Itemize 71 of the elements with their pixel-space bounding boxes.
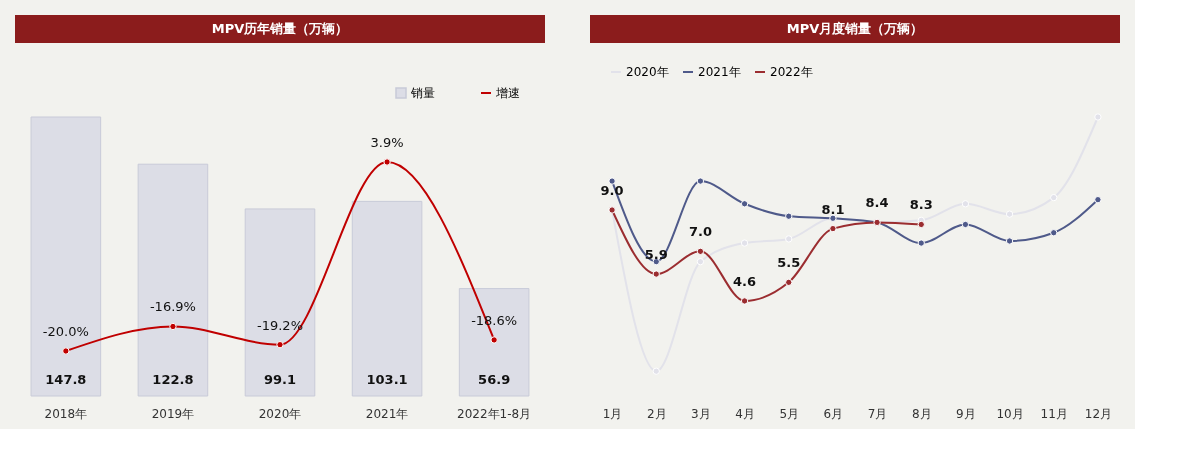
point xyxy=(696,177,705,185)
bar xyxy=(30,116,102,397)
point xyxy=(696,258,705,266)
point xyxy=(608,177,616,185)
x-tick-label: 8月 xyxy=(911,406,932,421)
data-label: 147.8 xyxy=(45,372,87,387)
point xyxy=(961,220,970,229)
point xyxy=(740,200,749,208)
x-tick-label: 1月 xyxy=(602,406,623,421)
data-label: 56.9 xyxy=(478,372,511,387)
legend-label: 2020年 xyxy=(626,65,669,79)
point xyxy=(785,278,793,286)
data-label: 8.3 xyxy=(909,197,933,213)
x-tick-label: 2022年1-8月 xyxy=(457,406,532,421)
legend-label: 销量 xyxy=(410,86,435,100)
point xyxy=(829,224,837,233)
point xyxy=(740,297,749,305)
chart-title: MPV月度销量（万辆） xyxy=(786,21,924,36)
bar xyxy=(458,288,530,397)
point xyxy=(652,270,660,278)
chart-title: MPV历年销量（万辆） xyxy=(211,21,349,36)
point xyxy=(1005,210,1014,218)
x-tick-label: 3月 xyxy=(691,406,711,421)
point xyxy=(1050,229,1058,237)
data-label: 5.5 xyxy=(777,255,801,271)
point xyxy=(785,235,793,243)
bar xyxy=(244,208,316,397)
x-tick-label: 2月 xyxy=(646,406,667,421)
point xyxy=(1094,196,1102,204)
point xyxy=(917,220,925,229)
legend-label: 增速 xyxy=(495,86,520,100)
point xyxy=(490,336,498,344)
legend-label: 2021年 xyxy=(698,65,741,79)
point xyxy=(696,247,705,255)
x-tick-label: 2021年 xyxy=(365,406,409,421)
bar xyxy=(351,200,423,397)
data-label: -16.9% xyxy=(149,299,196,315)
data-label: 7.0 xyxy=(688,224,712,240)
x-tick-label: 4月 xyxy=(735,406,755,421)
legend-label: 2022年 xyxy=(770,65,813,79)
point xyxy=(1005,237,1014,245)
x-tick-label: 2020年 xyxy=(258,406,302,421)
point xyxy=(1094,113,1102,121)
point xyxy=(169,322,177,331)
data-label: 4.6 xyxy=(733,273,757,289)
data-label: 103.1 xyxy=(366,372,408,387)
x-tick-label: 10月 xyxy=(996,406,1024,421)
data-label: 99.1 xyxy=(263,372,297,387)
point xyxy=(1050,193,1058,202)
x-tick-label: 12月 xyxy=(1084,406,1113,421)
point xyxy=(961,200,970,208)
x-tick-label: 6月 xyxy=(823,406,844,421)
x-tick-label: 11月 xyxy=(1040,406,1068,421)
x-tick-label: 2018年 xyxy=(44,406,88,421)
point xyxy=(740,239,749,247)
data-label: 8.1 xyxy=(821,201,845,217)
point xyxy=(383,158,391,166)
x-tick-label: 9月 xyxy=(956,406,976,421)
x-tick-label: 7月 xyxy=(867,406,888,421)
point xyxy=(652,367,660,375)
point xyxy=(917,239,925,247)
data-label: 122.8 xyxy=(152,372,194,387)
x-tick-label: 2019年 xyxy=(151,406,195,421)
data-label: -20.0% xyxy=(42,324,89,339)
point xyxy=(62,347,70,355)
data-label: 3.9% xyxy=(370,135,404,150)
point xyxy=(276,341,284,349)
data-label: 8.4 xyxy=(865,195,889,211)
bar xyxy=(137,163,209,397)
point xyxy=(785,212,793,220)
x-tick-label: 5月 xyxy=(779,406,800,421)
